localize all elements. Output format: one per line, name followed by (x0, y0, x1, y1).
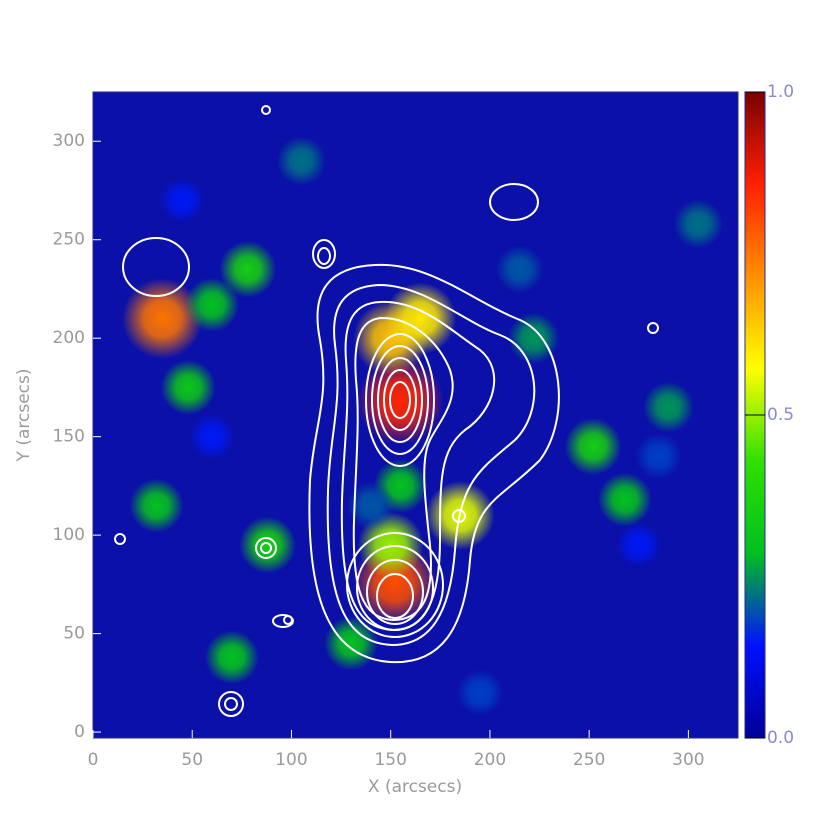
colorbar-tick-label: 0.0 (767, 728, 794, 748)
colorbar-tick-label: 1.0 (767, 82, 794, 102)
x-tick-label: 50 (181, 750, 203, 770)
heat-blob (276, 136, 326, 186)
y-axis-label: Y (arcsecs) (14, 369, 34, 463)
heat-blob (384, 282, 457, 355)
heat-blob (121, 277, 203, 359)
x-axis-label: X (arcsecs) (368, 777, 462, 797)
heat-blob (495, 245, 544, 294)
heat-blob (456, 669, 504, 717)
y-tick-label: 0 (74, 722, 85, 742)
x-tick-label: 100 (275, 750, 307, 770)
y-tick-label: 50 (63, 624, 85, 644)
plot-frame (92, 91, 739, 739)
heat-blob (673, 199, 723, 249)
colorbar-tick-label: 0.5 (767, 405, 794, 425)
x-tick-label: 200 (474, 750, 506, 770)
heat-blob (159, 177, 205, 223)
heat-blob (357, 357, 445, 445)
y-tick-label: 150 (53, 427, 85, 447)
heat-blob (204, 630, 259, 685)
heat-blob (346, 481, 395, 530)
y-tick-label: 250 (53, 230, 85, 250)
x-tick-label: 250 (573, 750, 605, 770)
contours (114, 105, 659, 717)
heat-blob (185, 277, 240, 332)
y-tick-label: 100 (53, 525, 85, 545)
x-tick-label: 300 (672, 750, 704, 770)
heat-blob (597, 472, 652, 527)
heat-blob (564, 418, 622, 476)
heat-blob (219, 240, 277, 298)
heat-blob (239, 516, 297, 574)
heatmap (121, 136, 723, 717)
y-tick-label: 300 (53, 131, 85, 151)
x-tick-label: 150 (374, 750, 406, 770)
x-tick-label: 0 (88, 750, 99, 770)
y-tick-label: 200 (53, 328, 85, 348)
heat-blob (616, 522, 662, 568)
heat-blob (635, 432, 683, 480)
heat-blob (643, 381, 695, 433)
heat-blob (160, 359, 216, 416)
heat-blob (189, 414, 235, 460)
heat-blob (129, 478, 184, 533)
